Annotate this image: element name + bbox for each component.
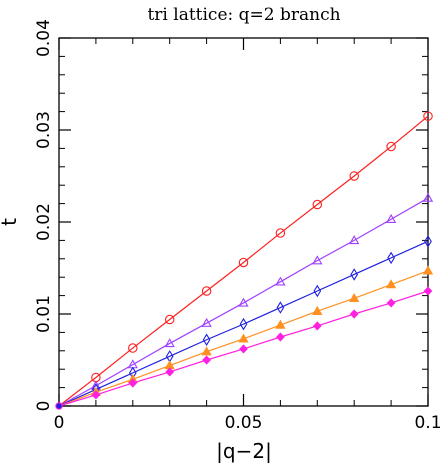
series-5 — [58, 286, 433, 407]
data-point — [91, 390, 101, 400]
data-point — [239, 344, 248, 354]
data-point — [313, 284, 322, 298]
series-1 — [58, 111, 433, 407]
data-point — [275, 228, 286, 238]
data-point — [349, 309, 359, 319]
series-2 — [58, 192, 434, 407]
data-point — [423, 286, 433, 296]
data-point — [201, 286, 212, 296]
data-point — [202, 355, 211, 365]
data-point — [164, 314, 175, 325]
axis-ticks: 0 0.05 0.1 0 0.01 0.02 0.03 0.04 — [34, 19, 441, 433]
data-point — [164, 338, 175, 348]
data-point — [423, 111, 433, 121]
chart-title: tri lattice: q=2 branch — [147, 5, 340, 25]
series-line — [58, 240, 429, 407]
y-tick-label: 0.02 — [34, 203, 54, 241]
data-point — [238, 333, 249, 343]
data-point — [128, 378, 138, 388]
data-point — [201, 346, 212, 356]
data-point — [349, 293, 360, 303]
data-point — [275, 319, 286, 329]
data-point — [276, 301, 285, 314]
data-point — [385, 213, 397, 223]
data-point — [312, 305, 323, 315]
series-line — [58, 197, 429, 407]
x-tick-label: 0 — [54, 413, 65, 433]
data-point — [386, 298, 396, 308]
origin-point — [55, 402, 63, 410]
data-point — [165, 367, 175, 377]
y-tick-label: 0.03 — [34, 111, 54, 149]
y-axis-label: t — [0, 218, 21, 226]
data-point — [422, 192, 434, 202]
data-point — [312, 199, 323, 210]
data-point — [385, 279, 397, 289]
data-point — [201, 317, 212, 327]
data-point — [350, 268, 359, 281]
data-point — [349, 171, 359, 181]
data-point — [275, 276, 286, 286]
series-group — [55, 111, 434, 410]
data-point — [128, 343, 138, 353]
x-tick-label: 0.05 — [225, 413, 263, 433]
data-point — [349, 235, 360, 245]
y-tick-label: 0.04 — [34, 19, 54, 57]
data-point — [238, 297, 249, 307]
x-axis-label: |q−2| — [216, 439, 272, 463]
data-point — [239, 317, 248, 331]
data-point — [238, 257, 249, 268]
data-point — [424, 235, 432, 248]
data-point — [387, 251, 395, 265]
data-point — [422, 265, 434, 275]
data-point — [202, 333, 211, 347]
series-line — [58, 115, 429, 407]
data-point — [312, 321, 322, 331]
data-point — [276, 332, 285, 342]
y-tick-label: 0 — [34, 401, 54, 412]
x-tick-label: 0.1 — [414, 413, 441, 433]
data-point — [312, 255, 323, 265]
y-tick-label: 0.01 — [34, 295, 54, 333]
data-point — [386, 141, 396, 152]
series-4 — [58, 265, 434, 407]
